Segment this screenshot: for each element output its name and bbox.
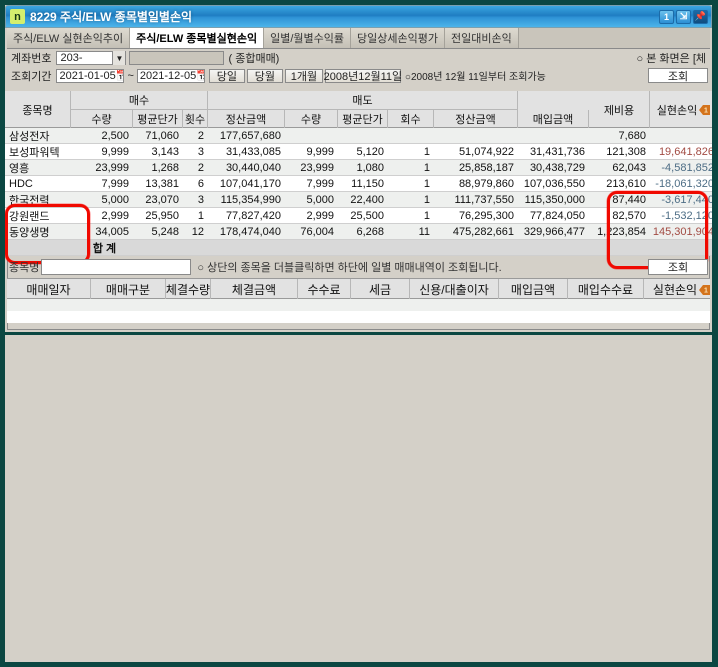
svg-text:1: 1 xyxy=(704,107,708,114)
svg-text:1: 1 xyxy=(704,287,708,294)
